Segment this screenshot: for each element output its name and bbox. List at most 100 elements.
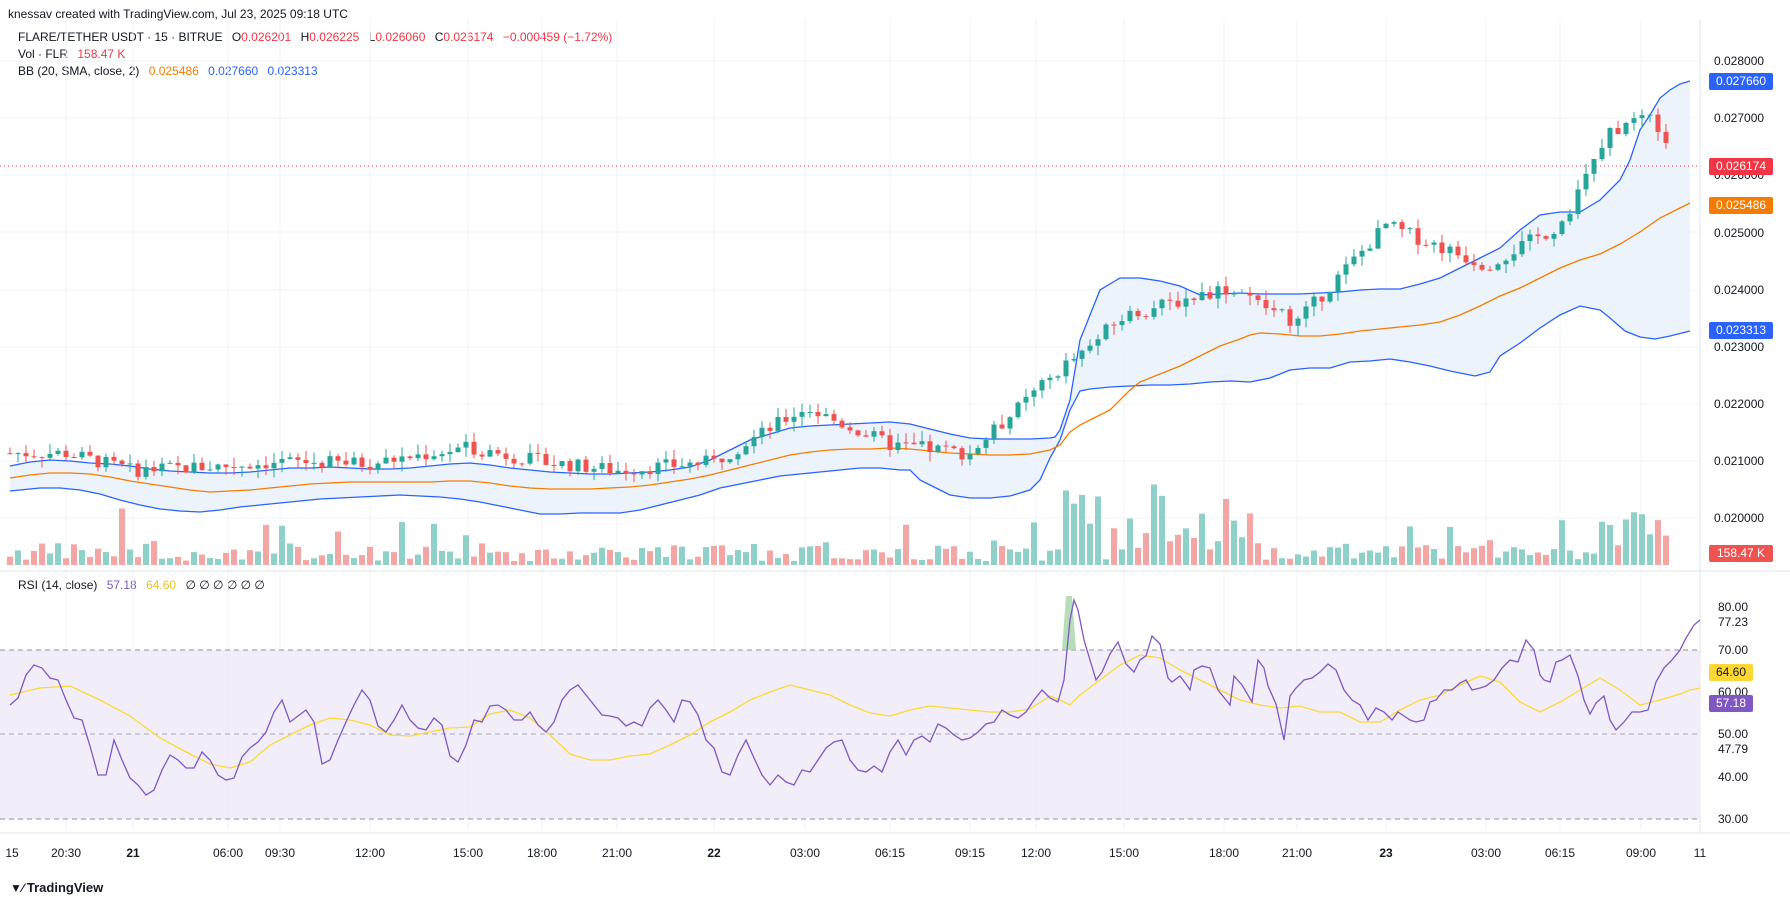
candle-body xyxy=(799,412,805,417)
volume-bar xyxy=(1047,550,1053,565)
price-tick: 0.025000 xyxy=(1714,226,1765,240)
volume-bar xyxy=(1031,522,1037,565)
candle-body xyxy=(1663,131,1669,143)
volume-bar xyxy=(1559,520,1565,565)
volume-bar xyxy=(215,559,221,565)
volume-bar xyxy=(1447,526,1453,565)
candle-body xyxy=(1015,402,1021,418)
candle-body xyxy=(1343,264,1349,275)
tradingview-logo[interactable]: ▼⁄ TradingView xyxy=(10,880,103,895)
volume-bar xyxy=(935,545,941,565)
candle-body xyxy=(1487,269,1493,271)
volume-bar xyxy=(639,547,645,565)
time-label: 22 xyxy=(707,846,721,860)
volume-bar xyxy=(271,553,277,565)
time-label: 18:00 xyxy=(526,846,558,860)
volume-bar xyxy=(743,552,749,565)
candle-body xyxy=(1055,376,1061,378)
candle-body xyxy=(863,435,869,437)
tradingview-logo-text: TradingView xyxy=(26,880,104,895)
volume-bar xyxy=(543,549,549,565)
open-label: O xyxy=(231,30,242,44)
rsi-tick: 47.79 xyxy=(1718,742,1749,756)
volume-bar xyxy=(551,558,557,565)
volume-bar xyxy=(1439,558,1445,565)
candle-body xyxy=(383,457,389,464)
candle-body xyxy=(175,462,181,466)
candle-body xyxy=(535,452,541,454)
candle-body xyxy=(1319,296,1325,302)
volume-bar xyxy=(799,547,805,565)
volume-bar xyxy=(615,552,621,565)
candle-body xyxy=(23,453,29,457)
open-value: 0.026201 xyxy=(241,30,292,44)
candle-body xyxy=(1359,250,1365,257)
volume-bar xyxy=(407,558,413,565)
candle-body xyxy=(1463,255,1469,263)
volume-bar xyxy=(55,543,61,565)
volume-bar xyxy=(1583,552,1589,565)
candle-body xyxy=(543,453,549,465)
candle-body xyxy=(1527,234,1533,241)
candle-body xyxy=(1223,286,1229,295)
time-label: 03:00 xyxy=(789,846,821,860)
candle-body xyxy=(167,462,173,464)
volume-bar xyxy=(887,557,893,565)
time-label: 06:00 xyxy=(212,846,244,860)
candle-body xyxy=(919,441,925,445)
candle-body xyxy=(239,466,245,468)
volume-bar xyxy=(263,524,269,565)
time-label: 20:30 xyxy=(50,846,82,860)
volume-bar xyxy=(775,557,781,565)
volume-bar xyxy=(367,546,373,565)
volume-bar xyxy=(1223,498,1229,565)
volume-bar xyxy=(1663,535,1669,565)
volume-bar xyxy=(895,549,901,565)
volume-bar xyxy=(495,551,501,565)
volume-bar xyxy=(423,546,429,565)
candle-body xyxy=(1351,256,1357,265)
volume-bar xyxy=(1055,549,1061,565)
candle-body xyxy=(127,463,133,465)
candle-body xyxy=(511,458,517,464)
volume-bar xyxy=(39,543,45,565)
volume-bar xyxy=(1127,518,1133,565)
volume-bar xyxy=(1279,558,1285,565)
candle-body xyxy=(663,459,669,463)
candle-body xyxy=(367,466,373,470)
candle-body xyxy=(1071,358,1077,361)
candle-body xyxy=(71,457,77,459)
candle-body xyxy=(1007,417,1013,429)
candle-body xyxy=(447,451,453,455)
low-value: 0.026060 xyxy=(375,30,426,44)
volume-bar xyxy=(671,545,677,565)
candle-body xyxy=(335,456,341,461)
volume-bar xyxy=(1247,513,1253,565)
candle-body xyxy=(1127,310,1133,322)
volume-bar xyxy=(1183,528,1189,565)
candle-body xyxy=(1375,228,1381,249)
volume-bar xyxy=(431,523,437,565)
volume-bar xyxy=(511,560,517,565)
price-tick: 0.023000 xyxy=(1714,340,1765,354)
candle-body xyxy=(271,462,277,469)
candle-body xyxy=(551,464,557,466)
candle-body xyxy=(751,437,757,447)
close-label: C xyxy=(434,30,444,44)
volume-bar xyxy=(1575,559,1581,565)
rsi-tick: 50.00 xyxy=(1718,727,1749,741)
candle-body xyxy=(1263,300,1269,309)
price-tick: 0.027000 xyxy=(1714,111,1765,125)
candle-body xyxy=(1479,265,1485,270)
candle-body xyxy=(743,446,749,455)
volume-bar xyxy=(295,546,301,565)
candle-body xyxy=(1335,274,1341,292)
candle-body xyxy=(951,446,957,449)
candle-body xyxy=(567,461,573,472)
candle-body xyxy=(607,463,613,474)
volume-bar xyxy=(1199,513,1205,565)
volume-bar xyxy=(15,550,21,565)
candle-body xyxy=(159,463,165,472)
volume-bar xyxy=(1431,549,1437,565)
